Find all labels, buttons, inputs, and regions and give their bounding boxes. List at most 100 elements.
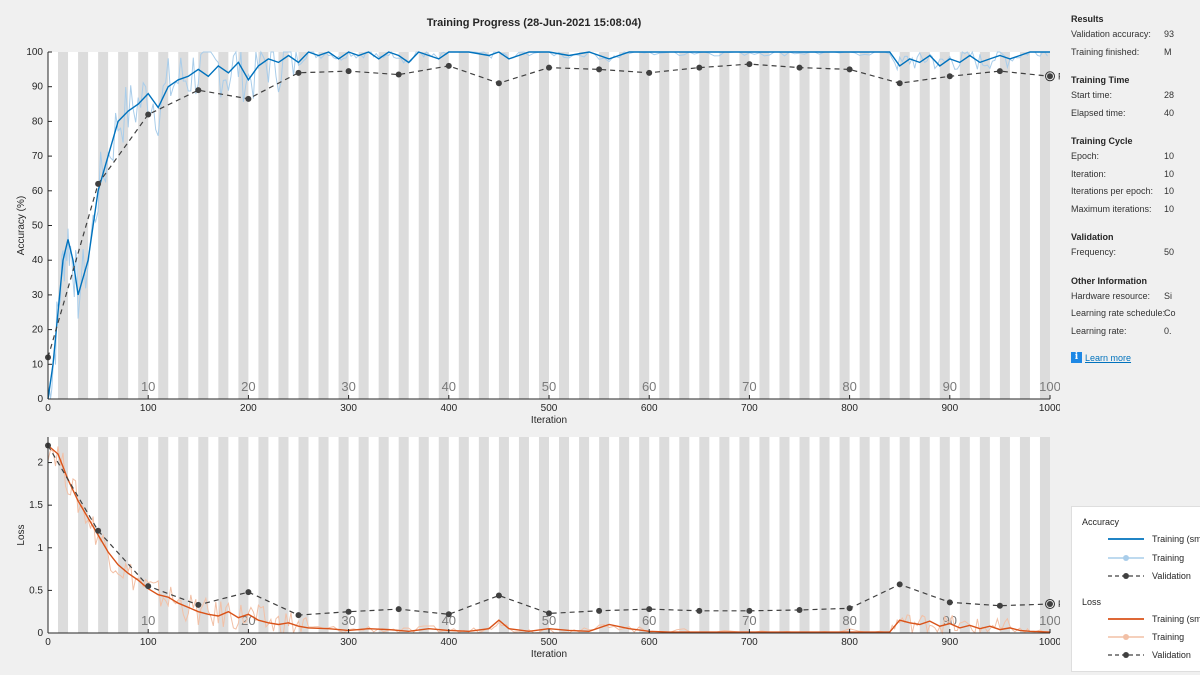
validation-point: [746, 607, 753, 614]
legend-loss-head: Loss: [1082, 597, 1102, 607]
epoch-band: [659, 437, 670, 633]
info-row: Elapsed time: 40: [1071, 108, 1200, 126]
info-value: 10: [1164, 168, 1175, 179]
epoch-band: [298, 437, 309, 633]
epoch-band: [218, 437, 229, 633]
epoch-band: [919, 52, 930, 399]
epoch-band: [559, 52, 570, 399]
epoch-label: 50: [542, 613, 556, 628]
epoch-band: [1039, 52, 1050, 399]
info-key: Frequency:: [1071, 247, 1117, 257]
epoch-band: [879, 52, 890, 399]
epoch-band: [679, 52, 690, 399]
marker-line-swatch-icon: [1108, 555, 1144, 561]
validation-point: [796, 64, 803, 71]
legend-accuracy-raw: Training: [1106, 552, 1184, 564]
epoch-band: [258, 437, 269, 633]
validation-point: [546, 64, 552, 71]
epoch-band: [759, 52, 770, 399]
epoch-band: [478, 437, 489, 633]
y-axis-label: Accuracy (%): [16, 196, 27, 255]
epoch-band: [138, 52, 149, 399]
epoch-band: [478, 52, 489, 399]
epoch-band: [819, 437, 830, 633]
info-key: Iterations per epoch:: [1071, 186, 1154, 196]
info-value: 10: [1164, 186, 1175, 196]
epoch-label: 40: [442, 613, 456, 628]
validation-point: [345, 68, 352, 75]
validation-point: [846, 66, 853, 73]
epoch-band: [318, 52, 329, 399]
info-section: Validation Frequency: 50: [1071, 232, 1200, 265]
epoch-band: [979, 52, 990, 399]
info-section: Results Validation accuracy: 93 Training fi…: [1071, 14, 1200, 64]
epoch-band: [679, 437, 690, 633]
epoch-band: [739, 52, 750, 399]
validation-point: [746, 61, 753, 68]
x-tick-label: 800: [841, 637, 858, 648]
legend-label: Validation: [1152, 571, 1191, 581]
info-section: Other Information Hardware resource: Si Lea…: [1071, 276, 1200, 344]
info-row: Frequency: 50: [1071, 247, 1200, 265]
epoch-band: [538, 437, 549, 633]
validation-point: [996, 68, 1003, 75]
y-axis-label: Loss: [16, 524, 27, 545]
info-key: Elapsed time:: [1071, 107, 1126, 118]
epoch-band: [779, 437, 790, 633]
y-tick-label: 20: [32, 325, 44, 336]
info-row: Hardware resource: Si: [1071, 291, 1200, 309]
epoch-band: [939, 52, 950, 399]
legend-label: Training: [1152, 553, 1185, 563]
info-section-head: Training Cycle: [1071, 136, 1133, 146]
epoch-label: 80: [842, 613, 856, 628]
x-tick-label: 900: [941, 637, 958, 648]
epoch-band: [699, 52, 710, 399]
validation-point: [996, 602, 1003, 609]
epoch-band: [879, 437, 890, 633]
x-tick-label: 700: [741, 637, 758, 648]
info-value: 50: [1164, 247, 1175, 257]
legend-label: Validation: [1152, 650, 1191, 660]
epoch-band: [819, 52, 830, 399]
legend-loss-smoothed: Training (sm: [1106, 613, 1200, 625]
y-tick-label: 0: [37, 628, 43, 639]
epoch-band: [639, 52, 650, 399]
validation-point: [896, 581, 903, 588]
epoch-band: [178, 52, 189, 399]
x-tick-label: 800: [841, 403, 858, 414]
legend-accuracy-head: Accuracy: [1082, 517, 1120, 527]
info-value: M: [1164, 46, 1172, 57]
y-tick-label: 1.5: [29, 500, 43, 511]
validation-point: [546, 610, 552, 617]
y-tick-label: 80: [32, 116, 44, 127]
x-tick-label: 300: [340, 403, 357, 414]
x-tick-label: 200: [240, 637, 257, 648]
epoch-label: 40: [442, 379, 456, 394]
epoch-band: [198, 437, 209, 633]
epoch-band: [559, 437, 570, 633]
validation-point: [295, 612, 302, 619]
info-value: 28: [1164, 90, 1175, 100]
epoch-band: [178, 437, 189, 633]
epoch-band: [899, 52, 910, 399]
line-swatch-icon: [1108, 538, 1144, 540]
epoch-band: [358, 437, 369, 633]
learn-more-link[interactable]: i Learn more: [1071, 352, 1200, 363]
x-axis-label: Iteration: [531, 649, 567, 660]
info-section-head: Training Time: [1071, 75, 1130, 85]
info-row: Iteration: 10: [1071, 169, 1200, 187]
epoch-band: [398, 437, 409, 633]
x-tick-label: 400: [440, 637, 457, 648]
x-tick-label: 300: [340, 637, 357, 648]
validation-point: [596, 66, 603, 73]
info-key: Hardware resource:: [1071, 290, 1151, 301]
legend-label: Training (sm: [1152, 614, 1200, 624]
validation-point: [145, 583, 152, 590]
x-tick-label: 0: [45, 403, 51, 414]
training-smoothed-line: [47, 51, 1050, 400]
epoch-label: 70: [742, 613, 756, 628]
epoch-band: [599, 52, 610, 399]
info-key: Epoch:: [1071, 151, 1100, 161]
validation-point: [245, 589, 252, 596]
epoch-label: 30: [341, 379, 355, 394]
